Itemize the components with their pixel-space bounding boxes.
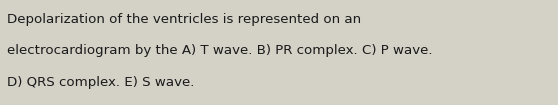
Text: D) QRS complex. E) S wave.: D) QRS complex. E) S wave. xyxy=(7,76,195,89)
Text: Depolarization of the ventricles is represented on an: Depolarization of the ventricles is repr… xyxy=(7,13,362,26)
Text: electrocardiogram by the A) T wave. B) PR complex. C) P wave.: electrocardiogram by the A) T wave. B) P… xyxy=(7,44,433,57)
